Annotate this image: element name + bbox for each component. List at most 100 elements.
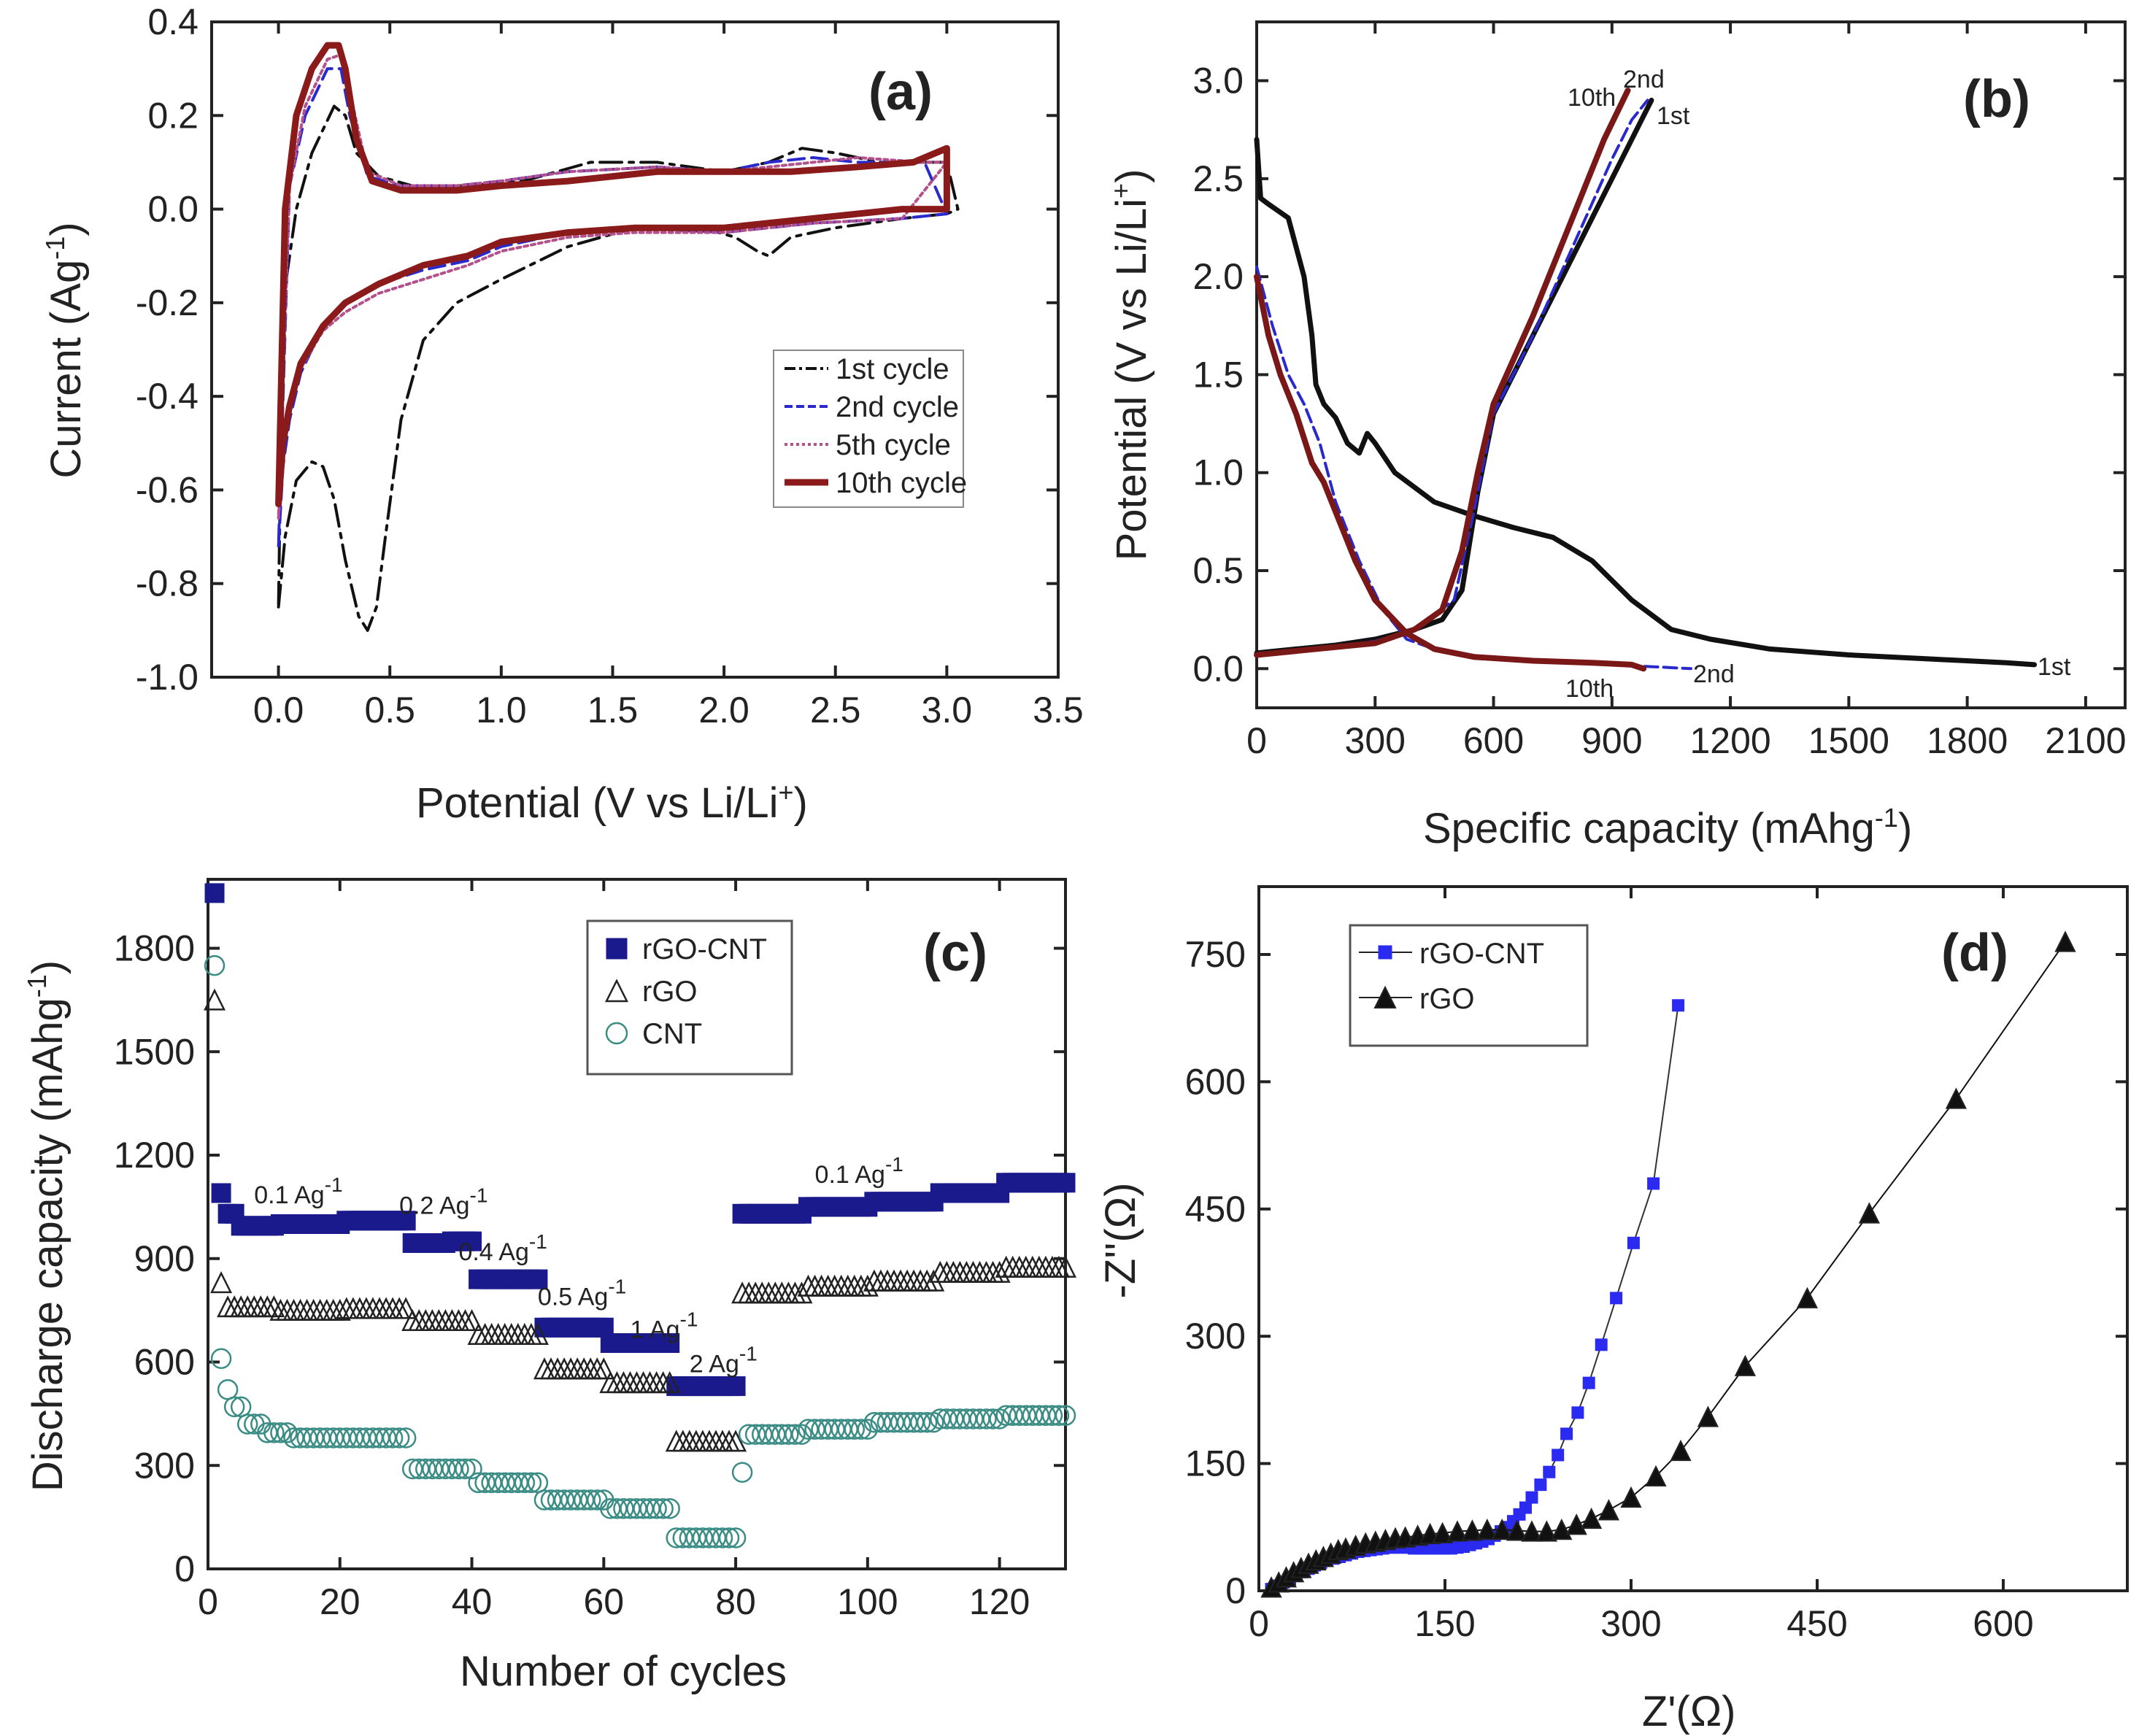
- legend-c: rGO-CNT rGO CNT: [586, 919, 793, 1076]
- point-rgo: [1431, 1521, 1454, 1543]
- marks-c: [204, 883, 1077, 1548]
- point-rgo: [1001, 1255, 1024, 1278]
- point-rgo: [869, 1269, 892, 1292]
- point-cnt: [646, 1498, 667, 1519]
- x-tick-label: 1500: [1808, 720, 1889, 761]
- x-tick-label: 2.0: [698, 690, 749, 730]
- y-tick-label: 450: [1185, 1189, 1246, 1230]
- rate-label: 0.4 Ag-1: [458, 1230, 547, 1266]
- point-rgo: [639, 1371, 661, 1394]
- x-tick-label: 1.0: [476, 690, 527, 730]
- point-rgo: [236, 1295, 259, 1318]
- x-tick-label: 20: [320, 1581, 361, 1622]
- point-rgo-cnt: [1571, 1406, 1584, 1419]
- point-rgo: [803, 1274, 826, 1297]
- point-rgo: [1670, 1439, 1692, 1462]
- point-cnt: [263, 1422, 285, 1443]
- point-rgo: [1014, 1255, 1037, 1278]
- point-cnt: [731, 1462, 753, 1483]
- rate-label: 2 Ag-1: [690, 1343, 758, 1378]
- point-rgo: [968, 1260, 991, 1283]
- point-rgo-cnt: [725, 1376, 746, 1397]
- point-rgo: [817, 1274, 839, 1297]
- annotation-2nd-discharge: 2nd: [1693, 660, 1735, 688]
- y-tick-label: 2.5: [1192, 158, 1244, 199]
- point-rgo: [1476, 1519, 1498, 1540]
- legend-d: rGO-CNT rGO: [1349, 924, 1589, 1047]
- x-tick-label: 0: [1249, 1603, 1269, 1644]
- y-tick-label: 0.4: [147, 1, 199, 42]
- point-rgo: [718, 1430, 741, 1452]
- point-rgo: [1734, 1354, 1757, 1376]
- point-rgo: [230, 1295, 253, 1318]
- point-rgo: [296, 1298, 318, 1321]
- point-rgo-cnt: [1552, 1448, 1565, 1462]
- point-rgo: [758, 1281, 780, 1304]
- y-axis-label-a: Current (Ag-1): [40, 222, 90, 478]
- point-rgo-cnt: [660, 1333, 680, 1354]
- point-rgo: [250, 1295, 272, 1318]
- y-tick-label: 600: [1185, 1061, 1246, 1102]
- point-cnt: [718, 1527, 740, 1548]
- point-rgo: [704, 1430, 727, 1452]
- series-line-2nd-discharge: [1255, 265, 1692, 671]
- legend-label-a: 2nd cycle: [836, 391, 959, 423]
- point-rgo: [441, 1309, 463, 1332]
- y-tick-label: -1.0: [136, 657, 199, 698]
- point-rgo: [1597, 1499, 1620, 1521]
- point-rgo: [949, 1260, 971, 1283]
- point-rgo: [975, 1260, 998, 1283]
- point-rgo: [612, 1371, 635, 1394]
- plot-frame-d: [1257, 885, 2129, 1592]
- annotation-10th-charge: 10th: [1568, 84, 1616, 112]
- point-rgo: [1034, 1255, 1057, 1278]
- y-tick-label: 300: [1185, 1316, 1246, 1357]
- point-rgo: [302, 1298, 325, 1321]
- y-tick-label: 750: [1185, 934, 1246, 975]
- point-cnt: [1055, 1405, 1076, 1426]
- point-cnt: [791, 1424, 812, 1445]
- panel-a: 0.0 0.5 1.0 1.5 2.0 2.5 3.0 3.5 -1.0 -0.8 -0.6 -0.4…: [40, 1, 1084, 827]
- y-tick-label: 1.0: [1192, 452, 1244, 493]
- point-rgo: [738, 1281, 760, 1304]
- series-line-10th-discharge: [1254, 274, 1647, 672]
- x-tick-label: 3.5: [1033, 690, 1084, 730]
- point-rgo: [361, 1297, 384, 1319]
- point-cnt: [844, 1419, 866, 1440]
- panel-label-c: (c): [923, 924, 987, 982]
- point-cnt: [514, 1472, 536, 1494]
- point-rgo: [210, 1271, 233, 1294]
- y-tick-label: 3.0: [1192, 61, 1244, 101]
- point-rgo: [823, 1274, 846, 1297]
- point-rgo: [606, 1371, 628, 1394]
- point-rgo: [1551, 1519, 1573, 1540]
- point-rgo: [539, 1357, 563, 1380]
- plot-frame-a: [210, 20, 1060, 679]
- x-tick-label: 150: [1414, 1603, 1475, 1644]
- point-cnt: [916, 1411, 938, 1433]
- point-rgo-cnt: [1672, 999, 1685, 1012]
- point-rgo-cnt: [1627, 1236, 1640, 1249]
- point-cnt: [204, 954, 226, 976]
- point-cnt: [579, 1489, 601, 1511]
- point-rgo: [500, 1322, 523, 1345]
- lines-b: [1254, 88, 2038, 672]
- legend-a: 1st cycle 2nd cycle 5th cycle 10th cycle: [773, 350, 967, 508]
- point-rgo: [856, 1274, 879, 1297]
- point-rgo: [671, 1430, 694, 1452]
- point-rgo-cnt: [1543, 1465, 1556, 1478]
- x-tick-label: 0: [198, 1581, 218, 1622]
- plot-frame-c: [207, 878, 1067, 1570]
- annotation-10th-discharge: 10th: [1565, 675, 1614, 703]
- point-cnt: [455, 1458, 476, 1480]
- point-rgo: [579, 1357, 602, 1380]
- point-rgo: [223, 1295, 246, 1318]
- lines-d: [1260, 930, 2076, 1598]
- point-rgo: [764, 1281, 787, 1304]
- x-tick-label: 3.0: [922, 690, 973, 730]
- point-cnt: [217, 1379, 239, 1400]
- x-tick-label: 600: [1463, 720, 1524, 761]
- point-rgo: [328, 1298, 351, 1321]
- point-rgo: [698, 1430, 720, 1452]
- point-rgo: [711, 1430, 734, 1452]
